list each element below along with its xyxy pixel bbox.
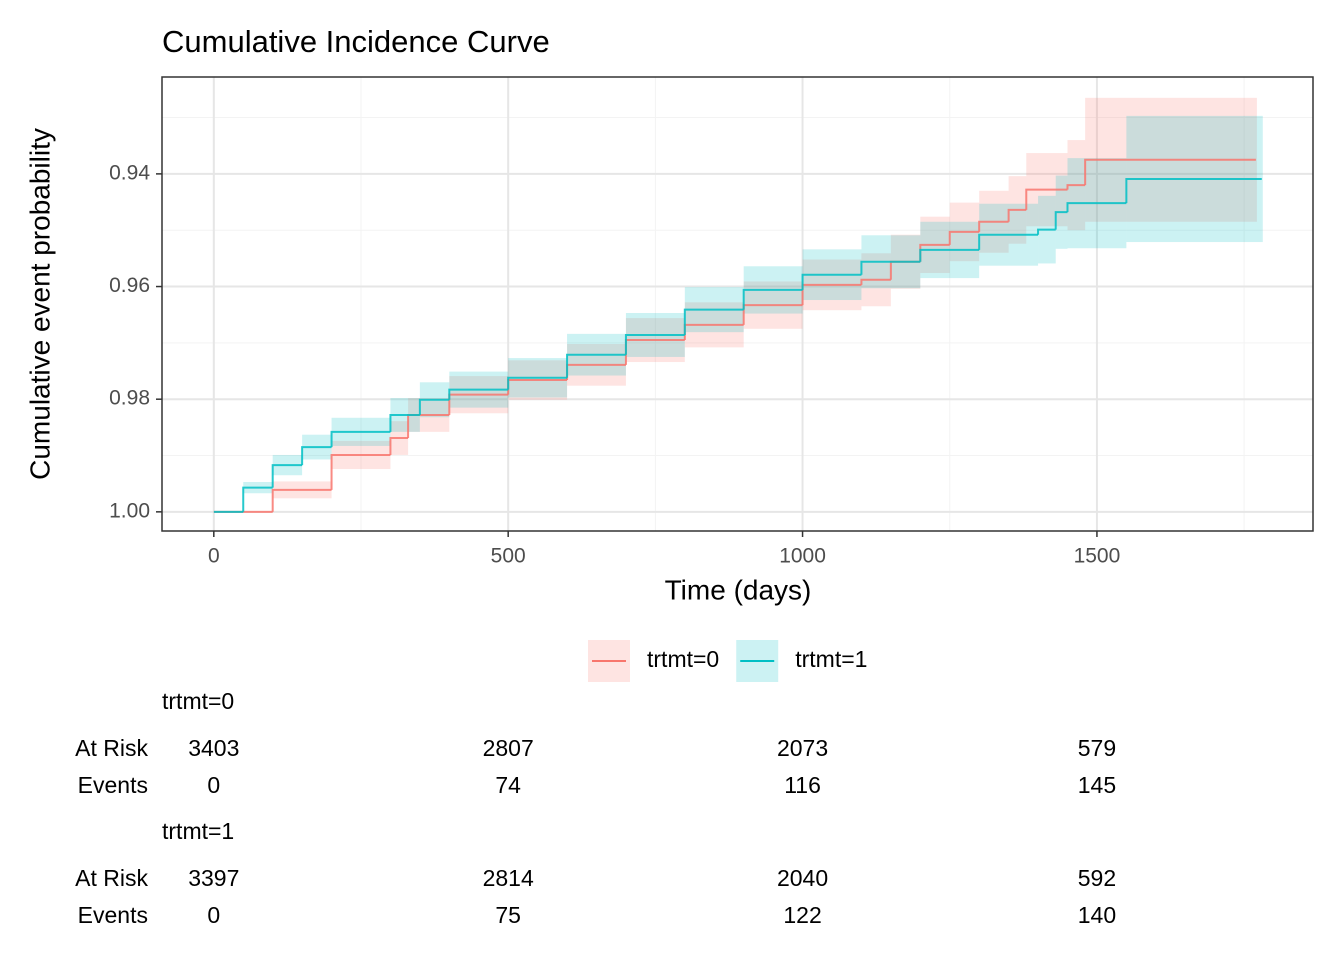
step-line: [389, 437, 409, 455]
risk-cell: 74: [495, 772, 521, 798]
risk-cell: 3403: [188, 735, 239, 761]
step-line: [683, 308, 744, 335]
step-line: [271, 464, 303, 488]
x-tick-label: 1000: [779, 545, 826, 568]
risk-cell: 122: [783, 902, 821, 928]
y-tick-label: 0.94: [109, 161, 150, 184]
risk-cell: 75: [495, 902, 521, 928]
step-line: [1066, 184, 1086, 190]
risk-group-label: trtmt=1: [162, 818, 234, 844]
step-line: [1125, 177, 1262, 204]
plot-border: [161, 76, 1314, 532]
step-line: [624, 333, 685, 355]
x-tick-label: 0: [208, 545, 220, 568]
risk-cell: 3397: [188, 865, 239, 891]
step-line: [330, 430, 391, 448]
risk-cell: 140: [1078, 902, 1116, 928]
step-line: [860, 260, 921, 275]
y-tick-label: 0.96: [109, 274, 150, 297]
risk-row-label: At Risk: [75, 735, 148, 761]
chart-title: Cumulative Incidence Curve: [162, 24, 550, 59]
risk-cell: 2040: [777, 865, 828, 891]
step-line: [1066, 202, 1127, 213]
step-line: [418, 398, 450, 415]
step-line: [389, 413, 420, 432]
step-line: [1084, 158, 1256, 186]
risk-row-label: At Risk: [75, 865, 148, 891]
confidence-band: [1261, 115, 1263, 243]
step-line: [801, 273, 862, 290]
step-line: [1054, 211, 1068, 230]
step-line: [1025, 188, 1068, 210]
risk-cell: 0: [207, 772, 220, 798]
confidence-band: [1255, 97, 1257, 222]
risk-cell: 2814: [483, 865, 534, 891]
x-axis-title: Time (days): [665, 574, 812, 605]
step-line: [978, 233, 1039, 250]
step-line: [919, 248, 980, 262]
y-tick-label: 1.00: [109, 499, 150, 522]
step-line: [742, 288, 803, 310]
risk-cell: 2073: [777, 735, 828, 761]
legend-label: trtmt=1: [795, 646, 867, 672]
step-line: [448, 388, 509, 400]
x-tick-label: 500: [491, 545, 526, 568]
step-line: [507, 376, 568, 390]
risk-group-label: trtmt=0: [162, 688, 234, 714]
step-line: [1037, 228, 1056, 235]
step-line: [978, 220, 1009, 232]
step-line: [301, 446, 332, 466]
risk-row-label: Events: [78, 902, 148, 928]
x-tick-label: 1500: [1074, 545, 1121, 568]
step-line: [271, 488, 332, 512]
risk-cell: 0: [207, 902, 220, 928]
y-tick-label: 0.98: [109, 387, 150, 410]
legend-label: trtmt=0: [647, 646, 719, 672]
risk-cell: 116: [784, 772, 821, 798]
y-axis-title: Cumulative event probability: [24, 128, 55, 480]
step-line: [1007, 208, 1027, 222]
risk-row-label: Events: [78, 772, 148, 798]
step-line: [860, 278, 891, 285]
step-line: [330, 453, 391, 490]
risk-cell: 145: [1078, 772, 1116, 798]
step-line: [948, 230, 980, 245]
risk-cell: 2807: [483, 735, 534, 761]
step-line: [242, 486, 273, 512]
risk-cell: 579: [1078, 735, 1116, 761]
step-line: [566, 353, 626, 378]
risk-cell: 592: [1078, 865, 1116, 891]
